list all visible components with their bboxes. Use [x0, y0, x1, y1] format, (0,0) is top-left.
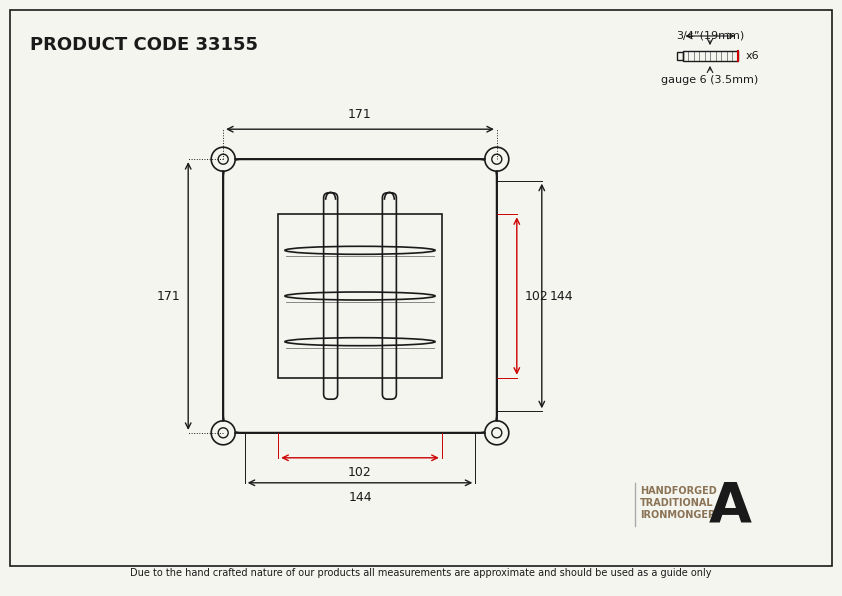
Text: A: A [708, 479, 752, 533]
Text: x6: x6 [745, 51, 759, 61]
Bar [279, 215, 441, 378]
Text: 144: 144 [550, 290, 573, 303]
Text: 102: 102 [348, 466, 372, 479]
Circle shape [211, 421, 235, 445]
Bar [683, 51, 738, 61]
Text: 171: 171 [157, 290, 180, 303]
Text: Due to the hand crafted nature of our products all measurements are approximate : Due to the hand crafted nature of our pr… [131, 568, 711, 578]
Text: TRADITIONAL: TRADITIONAL [640, 498, 714, 508]
Text: 102: 102 [525, 290, 548, 303]
Text: 171: 171 [348, 108, 372, 121]
Circle shape [211, 147, 235, 171]
Circle shape [485, 421, 509, 445]
Text: 3/4”(19mm): 3/4”(19mm) [676, 31, 744, 41]
Text: IRONMONGERY: IRONMONGERY [640, 510, 722, 520]
Bar [676, 52, 683, 60]
Text: HANDFORGED: HANDFORGED [640, 486, 717, 496]
Text: gauge 6 (3.5mm): gauge 6 (3.5mm) [661, 75, 759, 85]
Text: 144: 144 [349, 491, 372, 504]
Circle shape [485, 147, 509, 171]
Text: PRODUCT CODE 33155: PRODUCT CODE 33155 [30, 36, 258, 54]
